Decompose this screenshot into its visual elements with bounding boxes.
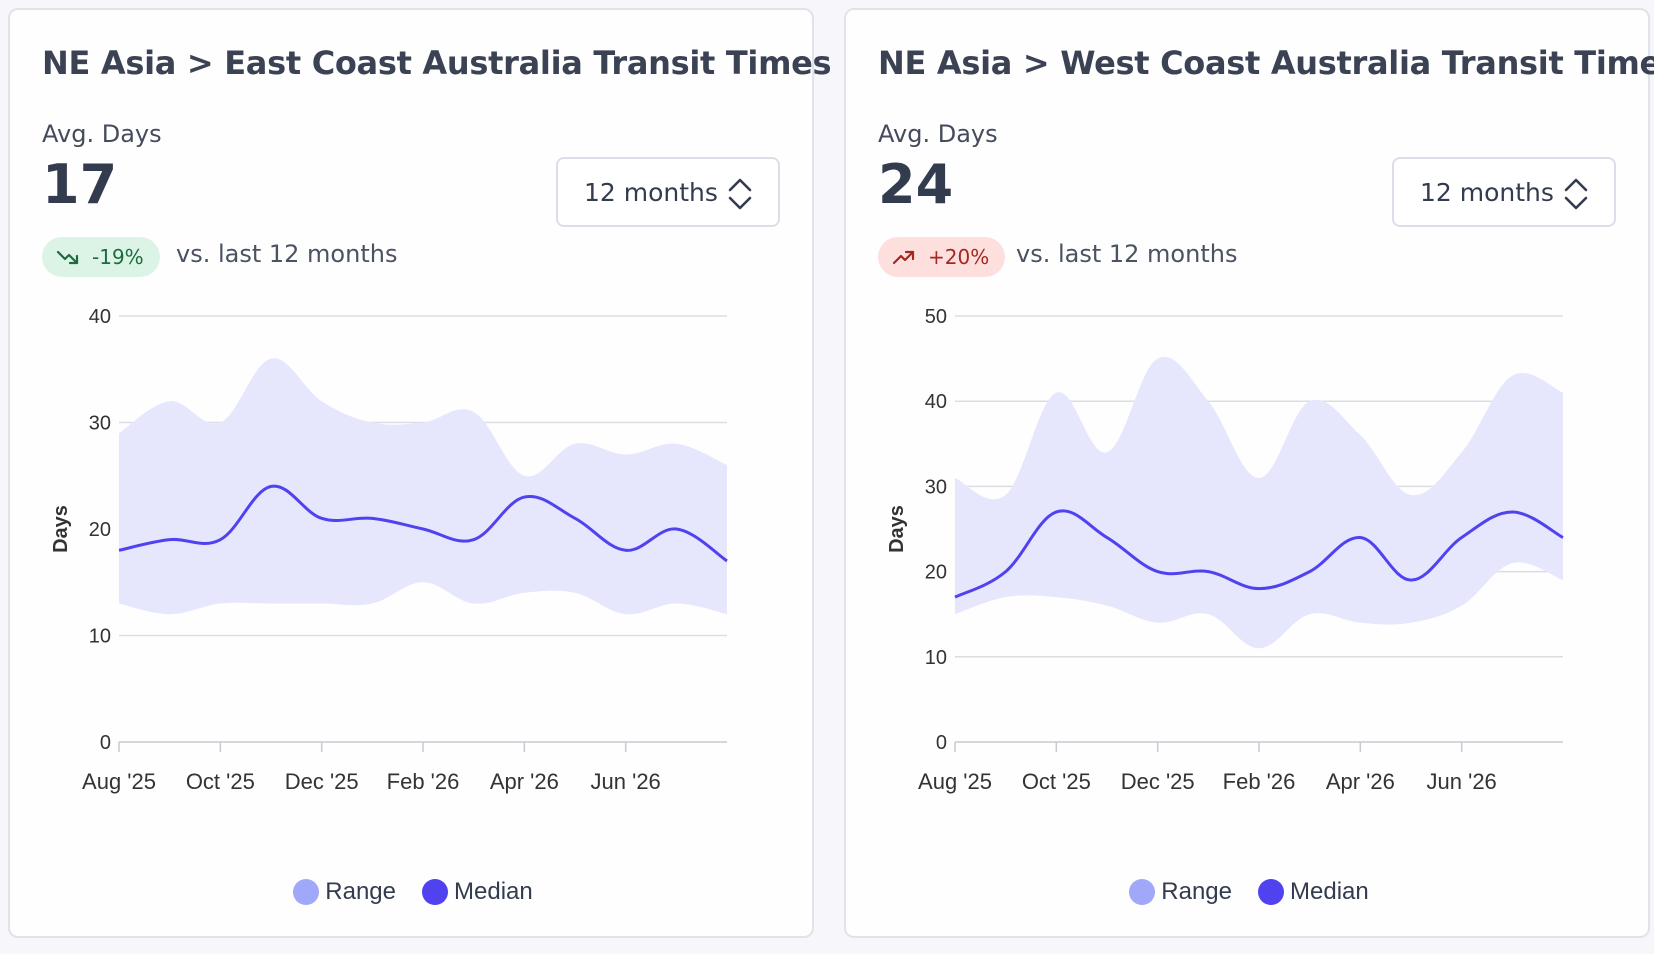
legend-item-median[interactable]: Median — [422, 878, 533, 906]
legend-label: Range — [325, 878, 396, 905]
legend-item-median[interactable]: Median — [1258, 878, 1369, 906]
change-badge: -19% — [42, 237, 160, 277]
chevron-up-down-icon — [1564, 178, 1588, 210]
legend-label: Range — [1161, 878, 1232, 905]
x-tick-label: Apr '26 — [1326, 769, 1395, 794]
x-tick-label: Dec '25 — [285, 769, 359, 794]
range-legend-dot — [1129, 879, 1156, 905]
range-legend-dot — [293, 879, 320, 905]
y-tick-label: 50 — [925, 306, 947, 328]
compare-text: vs. last 12 months — [176, 240, 398, 268]
legend-label: Median — [1290, 878, 1369, 905]
y-tick-label: 0 — [936, 732, 947, 754]
transit-card-west: NE Asia > West Coast Australia Transit T… — [844, 8, 1654, 938]
x-tick-label: Jun '26 — [1427, 769, 1497, 794]
compare-text: vs. last 12 months — [1016, 240, 1238, 268]
transit-card-east: NE Asia > East Coast Australia Transit T… — [8, 8, 832, 938]
legend-item-range[interactable]: Range — [1129, 878, 1232, 906]
x-tick-label: Oct '25 — [186, 769, 255, 794]
median-line — [954, 509, 1564, 599]
chevron-up-down-icon — [728, 178, 752, 210]
metric-value: 24 — [878, 153, 954, 216]
period-select[interactable]: 12 months — [1392, 157, 1616, 227]
y-tick-label: 40 — [925, 391, 947, 413]
metric-label: Avg. Days — [42, 120, 162, 148]
trend-up-icon — [892, 250, 915, 265]
chart-legend: Range Median — [846, 878, 1652, 906]
y-tick-label: 0 — [100, 732, 111, 754]
card-title: NE Asia > East Coast Australia Transit T… — [42, 44, 832, 82]
median-line — [118, 484, 728, 563]
change-value: +20% — [928, 245, 990, 269]
range-band — [119, 358, 727, 615]
legend-label: Median — [454, 878, 533, 905]
change-value: -19% — [92, 245, 144, 269]
x-tick-label: Aug '25 — [918, 769, 992, 794]
x-tick-label: Feb '26 — [387, 769, 460, 794]
period-select[interactable]: 12 months — [556, 157, 780, 227]
chart-legend: Range Median — [10, 878, 816, 906]
y-tick-label: 30 — [925, 476, 947, 498]
period-select-value: 12 months — [1420, 177, 1554, 207]
range-band — [955, 356, 1563, 649]
change-badge: +20% — [878, 237, 1006, 277]
median-legend-dot — [422, 879, 448, 905]
x-tick-label: Jun '26 — [591, 769, 661, 794]
metric-label: Avg. Days — [878, 120, 998, 148]
x-tick-label: Aug '25 — [82, 769, 156, 794]
x-tick-label: Dec '25 — [1121, 769, 1195, 794]
y-axis-label: Days — [50, 505, 72, 553]
y-tick-label: 30 — [89, 413, 111, 435]
metric-value: 17 — [42, 153, 118, 216]
x-tick-label: Oct '25 — [1022, 769, 1091, 794]
y-tick-label: 20 — [925, 562, 947, 584]
y-tick-label: 20 — [89, 519, 111, 541]
x-tick-label: Feb '26 — [1223, 769, 1296, 794]
y-tick-label: 10 — [925, 647, 947, 669]
median-legend-dot — [1258, 879, 1284, 905]
card-title: NE Asia > West Coast Australia Transit T… — [878, 44, 1654, 82]
x-tick-label: Apr '26 — [490, 769, 559, 794]
y-tick-label: 10 — [89, 626, 111, 648]
y-axis-label: Days — [886, 505, 908, 553]
trend-down-icon — [56, 250, 79, 265]
transit-chart: 0 10 20 30 40 50 Days Aug '25 Oct '25 Dec '25 Feb … — [886, 306, 1564, 794]
legend-item-range[interactable]: Range — [293, 878, 396, 906]
y-tick-label: 40 — [89, 306, 111, 328]
transit-chart: 0 10 20 30 40 Days Aug '25 Oct '25 Dec '25 Feb '2… — [50, 306, 728, 794]
period-select-value: 12 months — [584, 177, 718, 207]
